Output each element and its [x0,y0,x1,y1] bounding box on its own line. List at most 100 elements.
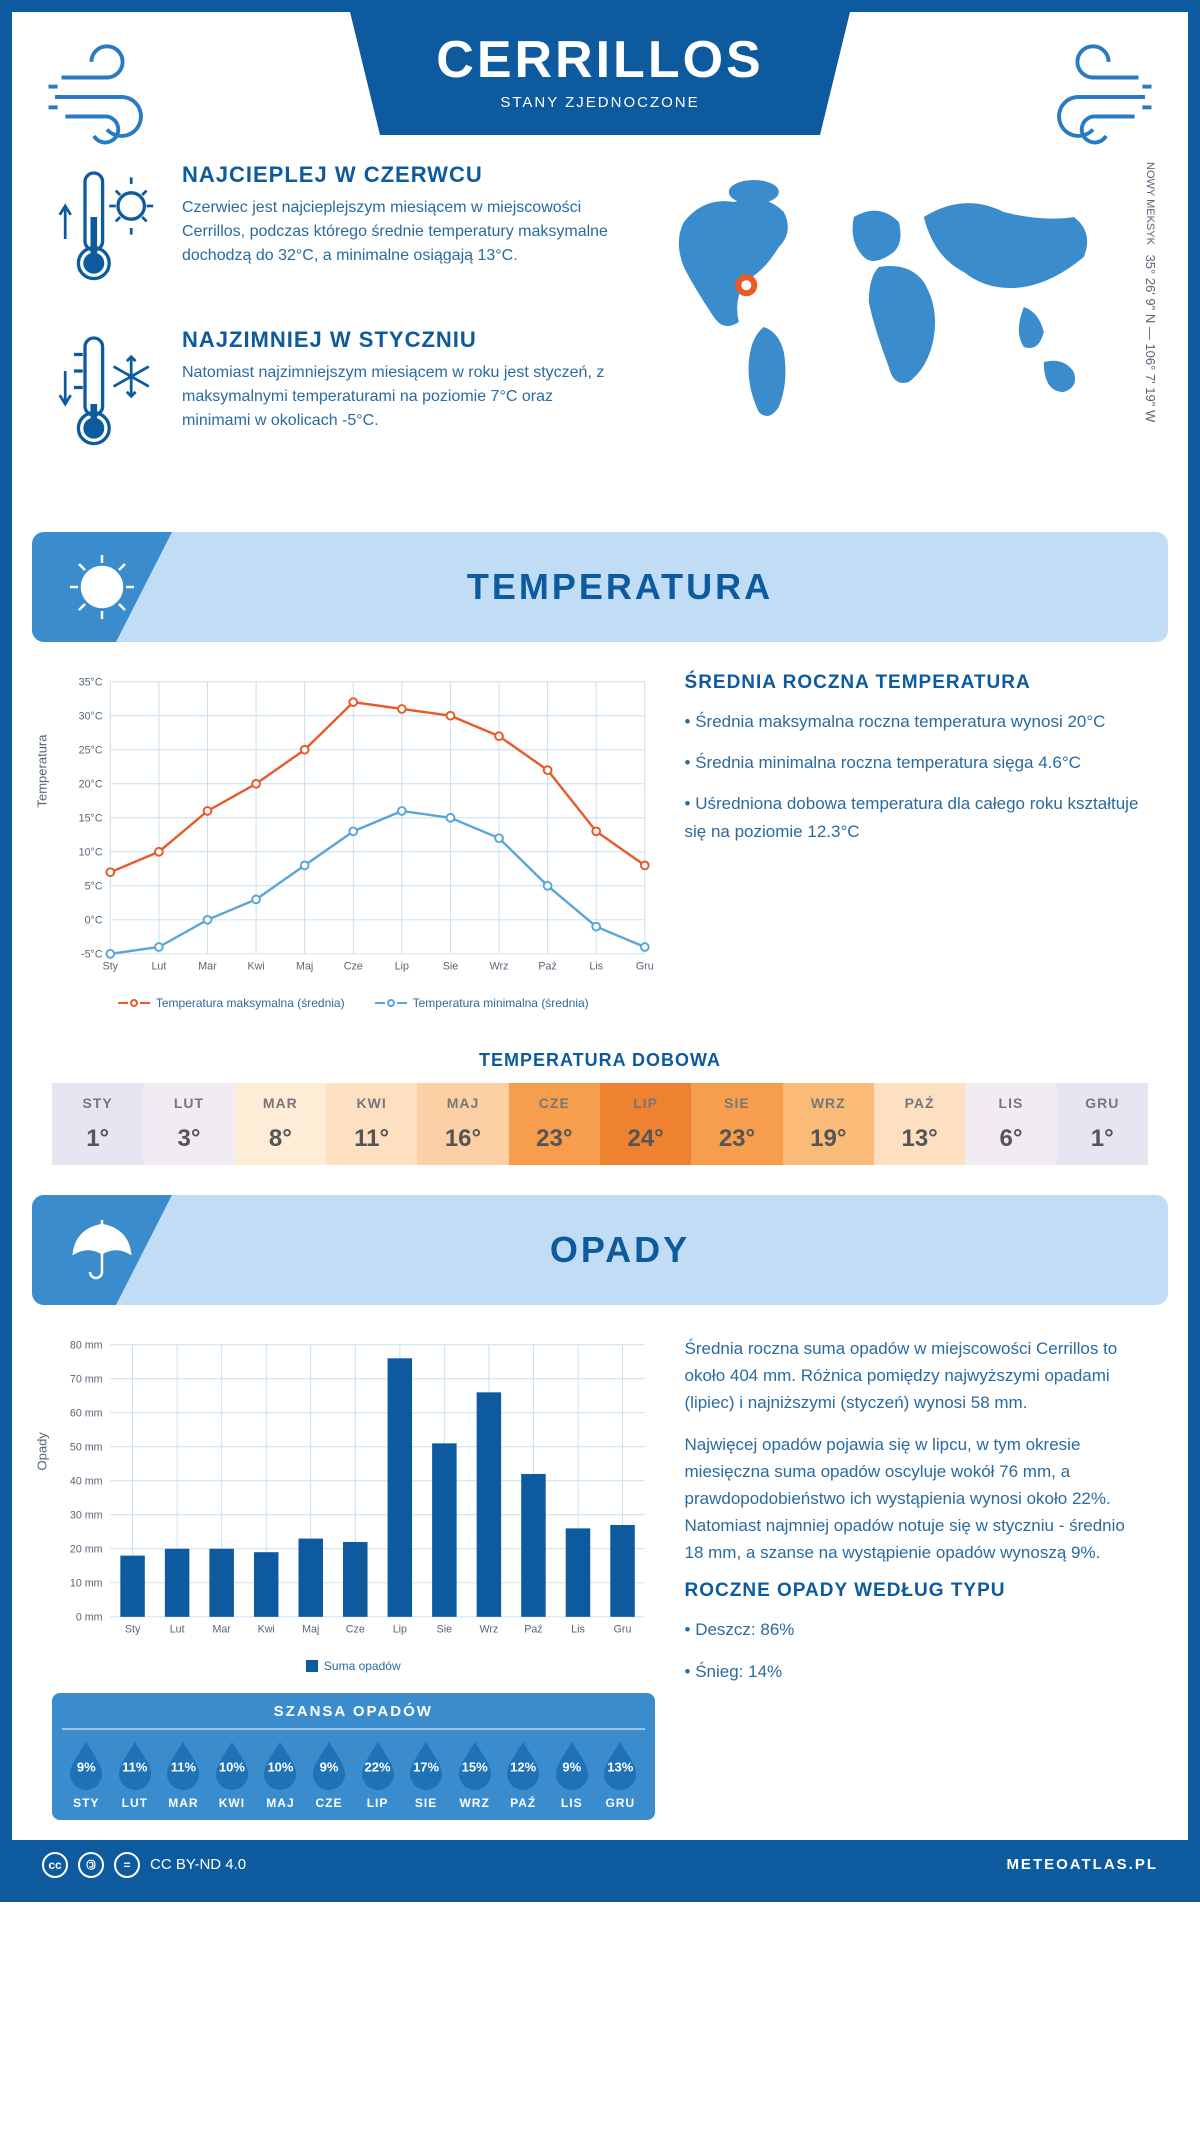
daily-temp-cell: CZE23° [509,1083,600,1165]
location-marker-icon [736,274,758,296]
by-icon: 🄯 [78,1852,104,1878]
rain-chance-cell: 12% PAŹ [499,1740,548,1810]
temperature-content: Temperatura -5°C 0°C 5°C 10°C 15°C 20°C 25°C 30… [12,652,1188,1030]
intro-text-column: NAJCIEPLEJ W CZERWCU Czerwiec jest najci… [52,162,610,492]
coordinates: NOWY MEKSYK 35° 26' 9" N — 106° 7' 19" W [1143,162,1158,422]
precip-para-1: Średnia roczna suma opadów w miejscowośc… [685,1335,1148,1417]
svg-text:Lut: Lut [151,960,166,972]
temperature-legend: Temperatura maksymalna (średnia)Temperat… [52,996,655,1010]
region-label: NOWY MEKSYK [1144,162,1156,245]
thermometer-hot-icon [52,162,162,299]
precipitation-legend: Suma opadów [52,1659,655,1673]
daily-temp-cell: STY1° [52,1083,143,1165]
rain-chance-cell: 22% LIP [353,1740,402,1810]
svg-text:20°C: 20°C [79,779,103,791]
svg-text:25°C: 25°C [79,745,103,757]
header: CERRILLOS STANY ZJEDNOCZONE [12,12,1188,142]
svg-text:30 mm: 30 mm [70,1510,103,1522]
precipitation-bar-chart: 0 mm10 mm20 mm30 mm40 mm50 mm60 mm70 mm8… [52,1335,655,1646]
avg-temp-heading: ŚREDNIA ROCZNA TEMPERATURA [685,672,1148,694]
svg-text:Paź: Paź [524,1623,542,1635]
precipitation-content: Opady 0 mm10 mm20 mm30 mm40 mm50 mm60 mm… [12,1315,1188,1840]
raindrop-icon: 9% [551,1740,593,1790]
rain-chance-cell: 10% KWI [208,1740,257,1810]
rain-chance-cell: 17% SIE [402,1740,451,1810]
wind-icon-right [1028,12,1158,142]
raindrop-icon: 22% [357,1740,399,1790]
svg-text:Paź: Paź [538,960,556,972]
temperature-heading: TEMPERATURA [72,566,1168,608]
raindrop-icon: 11% [114,1740,156,1790]
raindrop-icon: 9% [308,1740,350,1790]
svg-text:Cze: Cze [344,960,363,972]
temp-bullet: • Średnia maksymalna roczna temperatura … [685,708,1148,735]
svg-text:Wrz: Wrz [490,960,509,972]
svg-text:Cze: Cze [346,1623,365,1635]
coords-value: 35° 26' 9" N — 106° 7' 19" W [1143,255,1158,423]
svg-text:Maj: Maj [296,960,313,972]
svg-text:Lip: Lip [393,1623,407,1635]
svg-text:35°C: 35°C [79,677,103,689]
raindrop-icon: 13% [599,1740,641,1790]
svg-text:Kwi: Kwi [258,1623,275,1635]
svg-text:Gru: Gru [636,960,654,972]
precipitation-text-column: Średnia roczna suma opadów w miejscowośc… [685,1335,1148,1820]
svg-text:20 mm: 20 mm [70,1544,103,1556]
daily-temp-cell: KWI11° [326,1083,417,1165]
title-banner: CERRILLOS STANY ZJEDNOCZONE [350,12,850,135]
raindrop-icon: 11% [162,1740,204,1790]
precip-type-item: • Deszcz: 86% [685,1616,1148,1643]
raindrop-icon: 15% [454,1740,496,1790]
svg-text:Lut: Lut [170,1623,185,1635]
license-text: CC BY-ND 4.0 [150,1856,246,1873]
rain-chance-cell: 9% STY [62,1740,111,1810]
coldest-title: NAJZIMNIEJ W STYCZNIU [182,327,610,353]
daily-temperature-strip: STY1°LUT3°MAR8°KWI11°MAJ16°CZE23°LIP24°S… [52,1083,1148,1165]
svg-text:Sty: Sty [125,1623,141,1635]
svg-text:Sie: Sie [443,960,458,972]
temperature-chart-column: Temperatura -5°C0°C5°C10°C15°C20°C25°C30… [52,672,655,1010]
temp-ylabel: Temperatura [35,735,50,808]
raindrop-icon: 9% [65,1740,107,1790]
svg-text:-5°C: -5°C [81,949,103,961]
temperature-line-chart: -5°C0°C5°C10°C15°C20°C25°C30°C35°CStyLut… [52,672,655,983]
svg-text:0°C: 0°C [85,915,103,927]
rain-chance-cell: 9% LIS [547,1740,596,1810]
svg-text:10 mm: 10 mm [70,1578,103,1590]
warmest-text: Czerwiec jest najcieplejszym miesiącem w… [182,196,610,268]
svg-text:30°C: 30°C [79,711,103,723]
infographic-container: CERRILLOS STANY ZJEDNOCZONE [0,0,1200,1902]
precipitation-banner: OPADY [32,1195,1168,1305]
wind-icon-left [42,12,172,142]
svg-text:10°C: 10°C [79,847,103,859]
rain-chance-cell: 13% GRU [596,1740,645,1810]
svg-text:70 mm: 70 mm [70,1374,103,1386]
world-map [640,162,1148,442]
svg-text:5°C: 5°C [85,881,103,893]
rain-chance-heading: SZANSA OPADÓW [62,1703,645,1730]
daily-temp-cell: PAŹ13° [874,1083,965,1165]
raindrop-icon: 17% [405,1740,447,1790]
nd-icon: = [114,1852,140,1878]
svg-text:60 mm: 60 mm [70,1408,103,1420]
daily-temp-cell: LUT3° [143,1083,234,1165]
warmest-title: NAJCIEPLEJ W CZERWCU [182,162,610,188]
precip-legend-label: Suma opadów [324,1659,401,1673]
svg-text:Kwi: Kwi [247,960,264,972]
temperature-banner: TEMPERATURA [32,532,1168,642]
svg-text:40 mm: 40 mm [70,1476,103,1488]
warmest-block: NAJCIEPLEJ W CZERWCU Czerwiec jest najci… [52,162,610,299]
daily-temp-cell: MAR8° [235,1083,326,1165]
svg-text:Sie: Sie [437,1623,452,1635]
daily-temp-heading: TEMPERATURA DOBOWA [12,1050,1188,1071]
temp-bullet: • Średnia minimalna roczna temperatura s… [685,749,1148,776]
svg-text:Lis: Lis [571,1623,585,1635]
svg-text:Mar: Mar [198,960,217,972]
svg-text:15°C: 15°C [79,813,103,825]
coldest-block: NAJZIMNIEJ W STYCZNIU Natomiast najzimni… [52,327,610,464]
legend-item: Temperatura maksymalna (średnia) [118,996,345,1010]
temp-bullet: • Uśredniona dobowa temperatura dla całe… [685,790,1148,844]
footer: cc 🄯 = CC BY-ND 4.0 METEOATLAS.PL [12,1840,1188,1890]
daily-temp-cell: WRZ19° [783,1083,874,1165]
svg-text:80 mm: 80 mm [70,1340,103,1352]
